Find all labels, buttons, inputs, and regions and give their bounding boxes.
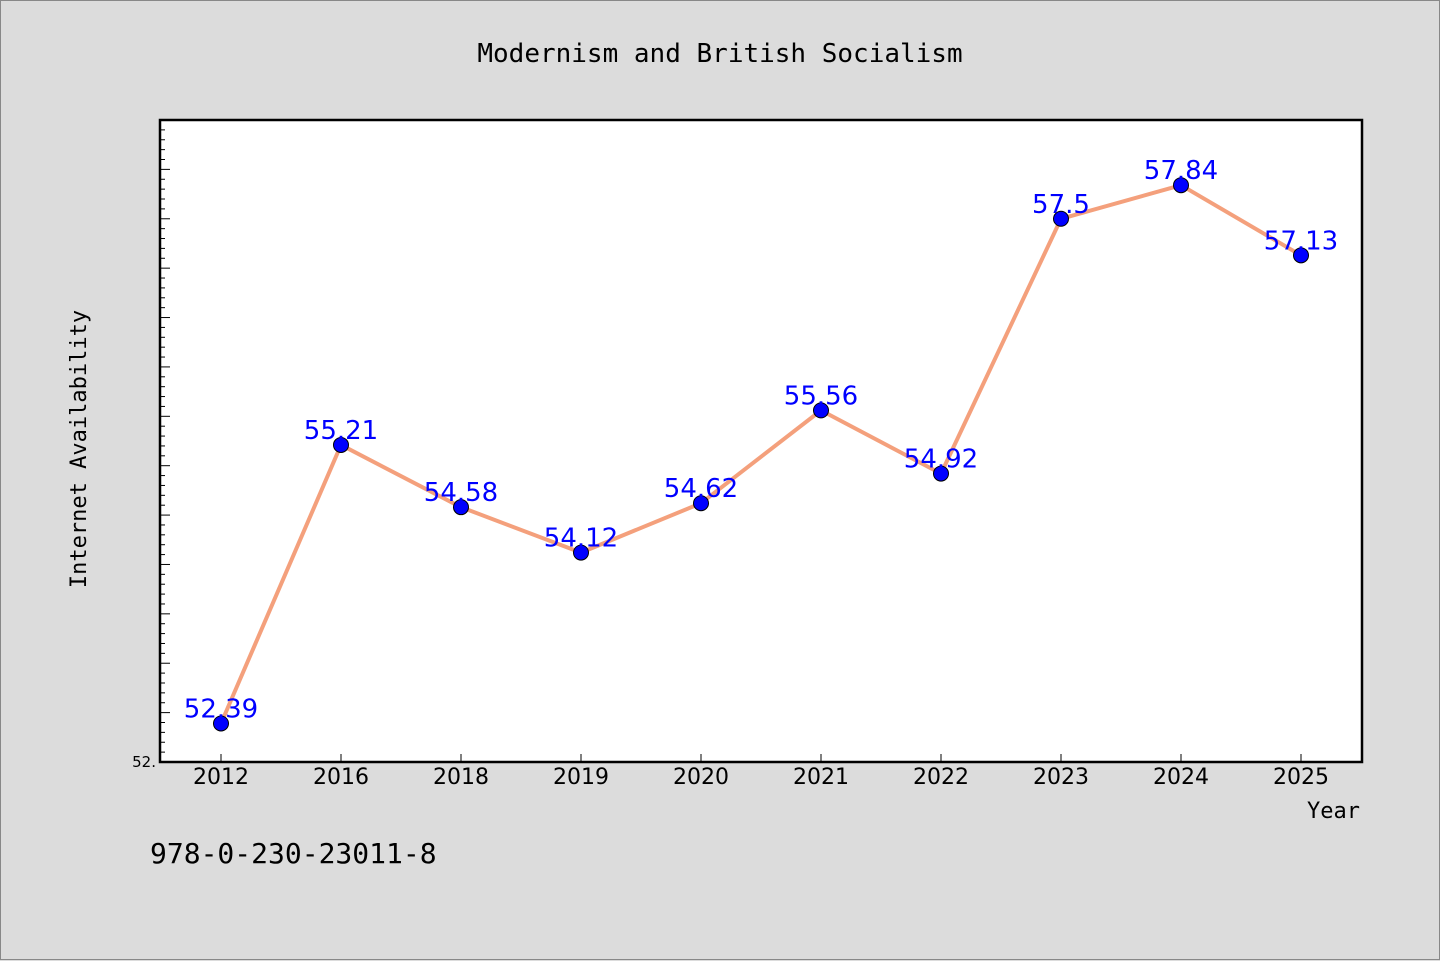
data-point bbox=[693, 495, 709, 512]
data-label: 54.12 bbox=[544, 524, 618, 554]
isbn-text: 978-0-230-23011-8 bbox=[150, 837, 437, 870]
x-tick-label: 2020 bbox=[673, 765, 729, 790]
data-point bbox=[573, 544, 589, 561]
data-label: 54.92 bbox=[904, 445, 978, 475]
data-point bbox=[213, 715, 229, 732]
data-label: 57.84 bbox=[1144, 156, 1218, 186]
y-axis-label: Internet Availability bbox=[67, 310, 92, 588]
data-point bbox=[1053, 210, 1069, 227]
data-labels-layer: 52.39 55.21 54.58 54.12 54.62 55.56 54.92 57.5 5… bbox=[184, 156, 1338, 724]
x-tick-label: 2023 bbox=[1033, 765, 1089, 790]
x-tick-label: 2012 bbox=[193, 765, 249, 790]
x-tick-label: 2019 bbox=[553, 765, 609, 790]
x-tick-label: 2016 bbox=[313, 765, 369, 790]
data-label: 55.56 bbox=[784, 381, 858, 411]
plot-border bbox=[158, 118, 1364, 764]
data-label: 57.13 bbox=[1264, 226, 1338, 256]
chart-title: Modernism and British Socialism bbox=[477, 39, 962, 69]
data-point bbox=[453, 499, 469, 516]
data-label: 54.62 bbox=[664, 474, 738, 504]
data-point bbox=[933, 465, 949, 482]
x-tick-label: 2022 bbox=[913, 765, 969, 790]
data-point bbox=[1293, 247, 1309, 264]
data-point bbox=[333, 436, 349, 453]
data-label: 55.21 bbox=[304, 416, 378, 446]
data-point bbox=[813, 402, 829, 419]
data-label: 57.5 bbox=[1032, 190, 1090, 220]
data-label: 52.39 bbox=[184, 694, 258, 724]
y-tick-label: 52. bbox=[132, 753, 156, 771]
x-tick-label: 2025 bbox=[1273, 765, 1329, 790]
data-point bbox=[1173, 177, 1189, 194]
data-label: 54.58 bbox=[424, 478, 498, 508]
x-tick-label: 2018 bbox=[433, 765, 489, 790]
markers-layer bbox=[213, 177, 1309, 732]
x-tick-label: 2024 bbox=[1153, 765, 1209, 790]
series-line-layer bbox=[219, 183, 1303, 726]
x-tick-labels: 2012 2016 2018 2019 2020 2021 2022 2023 2024 2025 bbox=[193, 765, 1329, 790]
x-axis-label: Year bbox=[1307, 799, 1360, 824]
plot-area bbox=[160, 120, 1362, 762]
x-tick-label: 2021 bbox=[793, 765, 849, 790]
series-line bbox=[219, 183, 1303, 726]
